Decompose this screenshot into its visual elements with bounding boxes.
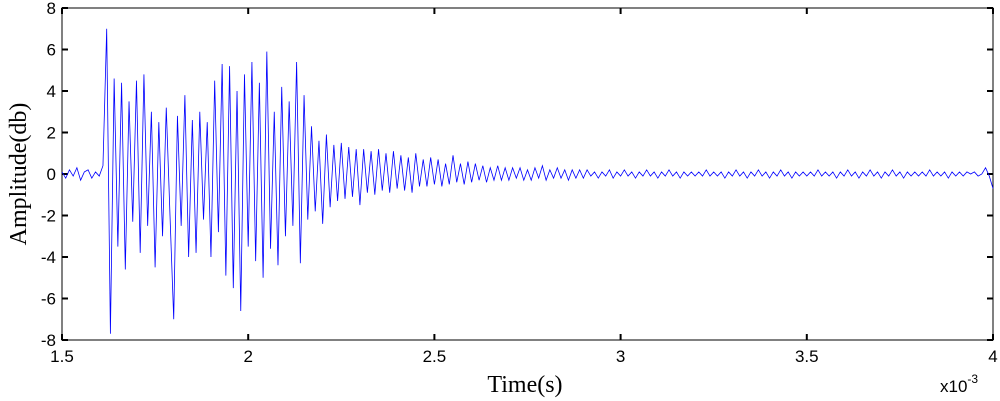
signal-line (61, 28, 994, 334)
y-tick-label: 0 (47, 165, 56, 184)
y-tick-label: -6 (41, 290, 56, 309)
x-tick-label: 1.5 (50, 347, 74, 366)
x-tick-label: 3 (616, 347, 625, 366)
y-tick-label: 4 (47, 82, 56, 101)
x-exponent: x10-3 (940, 372, 978, 396)
x-exponent-power: -3 (967, 372, 978, 386)
y-tick-label: 2 (47, 124, 56, 143)
y-axis-label: Amplitude(db) (6, 103, 32, 246)
x-tick-label: 3.5 (795, 347, 819, 366)
x-axis-label: Time(s) (487, 372, 562, 398)
y-tick-label: -4 (41, 248, 56, 267)
y-tick-label: -2 (41, 207, 56, 226)
x-tick-label: 2 (243, 347, 252, 366)
y-tick-label: -8 (41, 331, 56, 350)
y-tick-label: 6 (47, 41, 56, 60)
x-tick-label: 4 (988, 347, 997, 366)
y-tick-label: 8 (47, 0, 56, 18)
x-tick-label: 2.5 (423, 347, 447, 366)
x-exponent-base: x10 (940, 377, 967, 396)
